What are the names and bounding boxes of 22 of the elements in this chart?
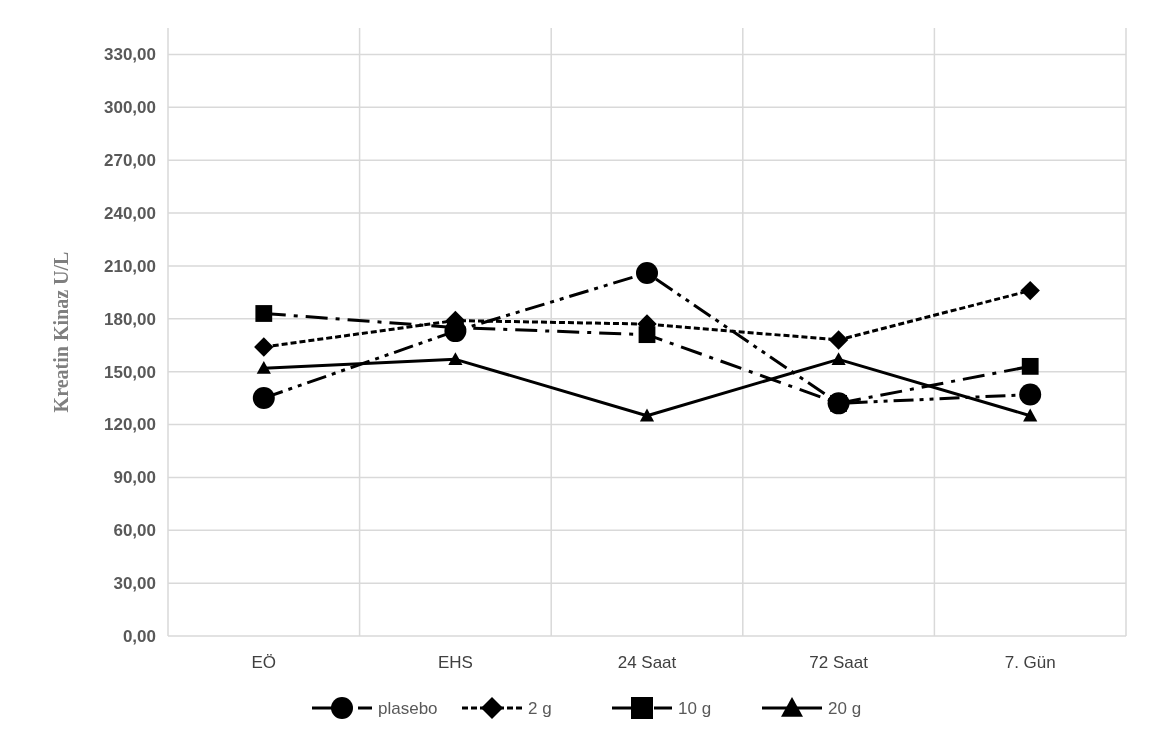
y-axis-title: Kreatin Kinaz U/L xyxy=(50,251,72,413)
y-tick-label: 60,00 xyxy=(113,521,156,541)
y-tick-label: 180,00 xyxy=(104,309,156,329)
y-tick-label: 270,00 xyxy=(104,151,156,171)
y-tick-label: 210,00 xyxy=(104,256,156,276)
y-tick-label: 240,00 xyxy=(104,203,156,223)
x-tick-label: 24 Saat xyxy=(617,653,677,672)
x-tick-label: EÖ xyxy=(251,653,277,672)
legend-label: 20 g xyxy=(828,698,862,718)
y-tick-label: 120,00 xyxy=(104,415,156,435)
y-tick-label: 150,00 xyxy=(104,362,156,382)
y-tick-label: 330,00 xyxy=(104,45,156,65)
legend-label: plasebo xyxy=(378,698,438,718)
legend-label: 2 g xyxy=(528,698,552,718)
y-tick-label: 0,00 xyxy=(122,626,156,646)
x-tick-label: 72 Saat xyxy=(809,653,869,672)
x-tick-label: 7. Gün xyxy=(1004,653,1056,672)
x-tick-label: EHS xyxy=(437,653,473,672)
y-tick-label: 30,00 xyxy=(113,574,156,594)
y-tick-label: 300,00 xyxy=(104,98,156,118)
y-tick-label: 90,00 xyxy=(113,468,156,488)
legend-label: 10 g xyxy=(678,698,712,718)
